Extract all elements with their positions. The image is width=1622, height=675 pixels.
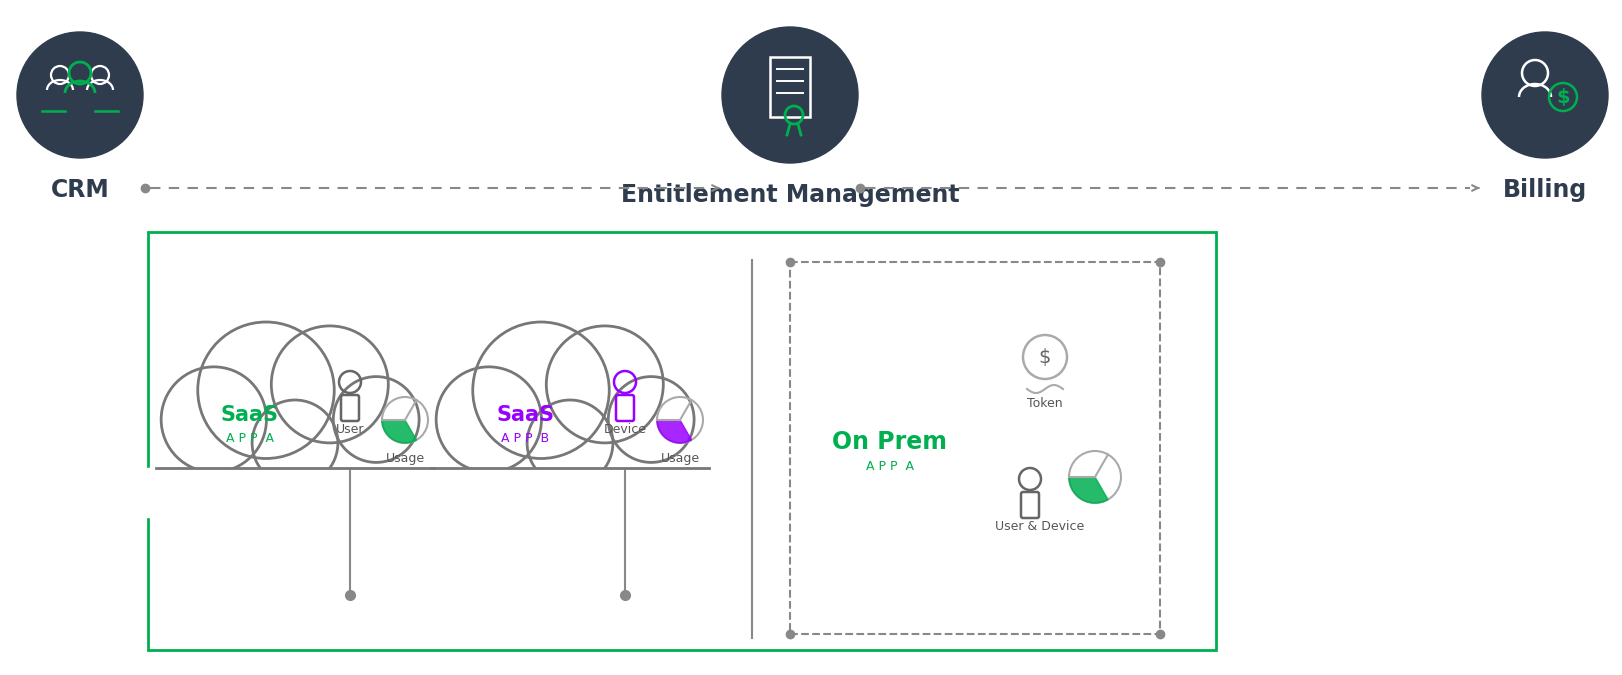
Circle shape: [1483, 32, 1607, 158]
Text: A P P  B: A P P B: [501, 431, 550, 445]
Circle shape: [198, 322, 334, 458]
Text: Usage: Usage: [660, 452, 699, 465]
Text: User: User: [336, 423, 365, 436]
Wedge shape: [657, 420, 691, 443]
Text: A P P  A: A P P A: [225, 431, 274, 445]
Text: CRM: CRM: [50, 178, 109, 202]
Wedge shape: [383, 420, 417, 443]
Text: User & Device: User & Device: [996, 520, 1085, 533]
Circle shape: [472, 322, 610, 458]
Circle shape: [271, 326, 388, 443]
Wedge shape: [1069, 477, 1108, 503]
Text: Usage: Usage: [386, 452, 425, 465]
Text: $: $: [1555, 88, 1570, 107]
Text: SaaS: SaaS: [221, 405, 279, 425]
Text: Billing: Billing: [1504, 178, 1586, 202]
Circle shape: [547, 326, 663, 443]
Circle shape: [527, 400, 613, 486]
Text: SaaS: SaaS: [496, 405, 555, 425]
Circle shape: [161, 367, 266, 472]
Circle shape: [333, 377, 418, 462]
Circle shape: [608, 377, 694, 462]
Text: On Prem: On Prem: [832, 430, 947, 454]
Circle shape: [436, 367, 542, 472]
Text: $: $: [1038, 348, 1051, 367]
Circle shape: [251, 400, 337, 486]
Text: Device: Device: [603, 423, 647, 436]
Text: Entitlement Management: Entitlement Management: [621, 183, 959, 207]
Text: A P P  A: A P P A: [866, 460, 915, 473]
Circle shape: [16, 32, 143, 158]
Text: Token: Token: [1027, 397, 1062, 410]
Circle shape: [722, 27, 858, 163]
